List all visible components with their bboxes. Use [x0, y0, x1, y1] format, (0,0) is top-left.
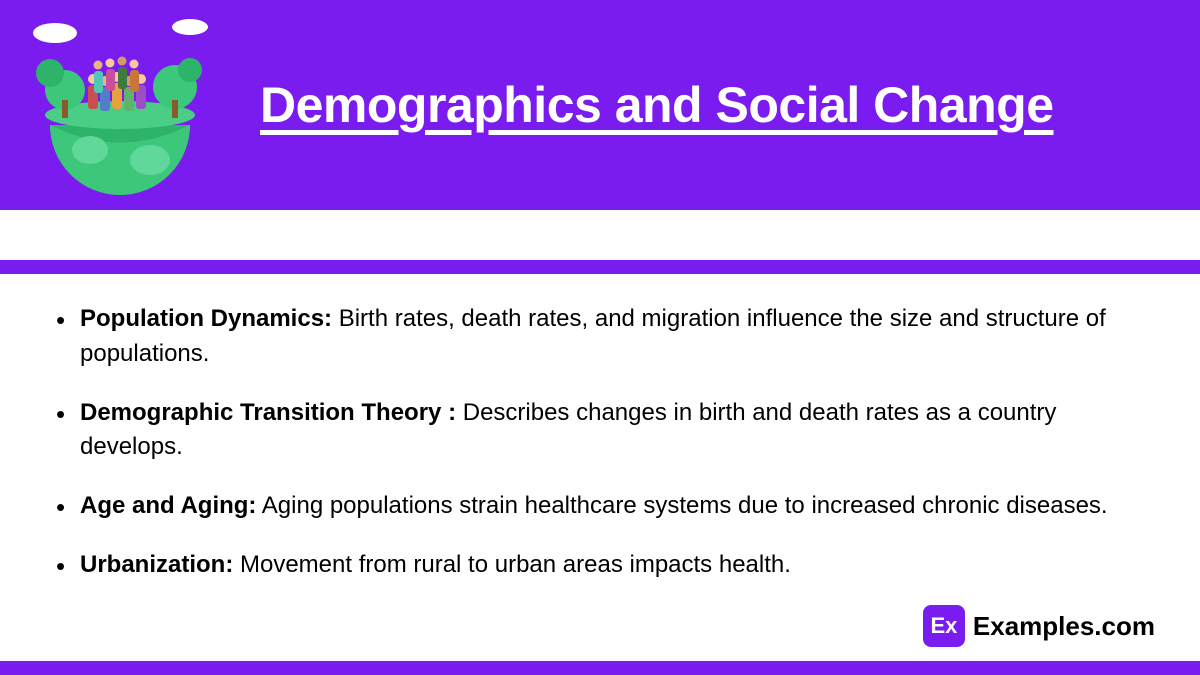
list-item: Urbanization: Movement from rural to urb…: [50, 548, 1150, 583]
bullet-list: Population Dynamics: Birth rates, death …: [50, 302, 1150, 583]
content-area: Population Dynamics: Birth rates, death …: [0, 274, 1200, 627]
bullet-term: Urbanization:: [80, 551, 233, 578]
bullet-desc: Aging populations strain healthcare syst…: [256, 492, 1107, 519]
divider-bar-bottom: [0, 661, 1200, 675]
bullet-term: Age and Aging:: [80, 492, 256, 519]
logo-brand-text: Examples.com: [973, 611, 1155, 642]
globe-people-illustration: [20, 15, 220, 195]
logo-badge-icon: Ex: [923, 605, 965, 647]
bullet-desc: Movement from rural to urban areas impac…: [233, 551, 791, 578]
list-item: Demographic Transition Theory : Describe…: [50, 396, 1150, 466]
brand-logo: Ex Examples.com: [923, 605, 1155, 647]
bullet-term: Demographic Transition Theory :: [80, 399, 456, 426]
header-banner: Demographics and Social Change: [0, 0, 1200, 210]
bullet-term: Population Dynamics:: [80, 305, 332, 332]
spacer-gap: [0, 210, 1200, 260]
list-item: Age and Aging: Aging populations strain …: [50, 489, 1150, 524]
list-item: Population Dynamics: Birth rates, death …: [50, 302, 1150, 372]
divider-bar-top: [0, 260, 1200, 274]
page-title: Demographics and Social Change: [260, 76, 1054, 134]
